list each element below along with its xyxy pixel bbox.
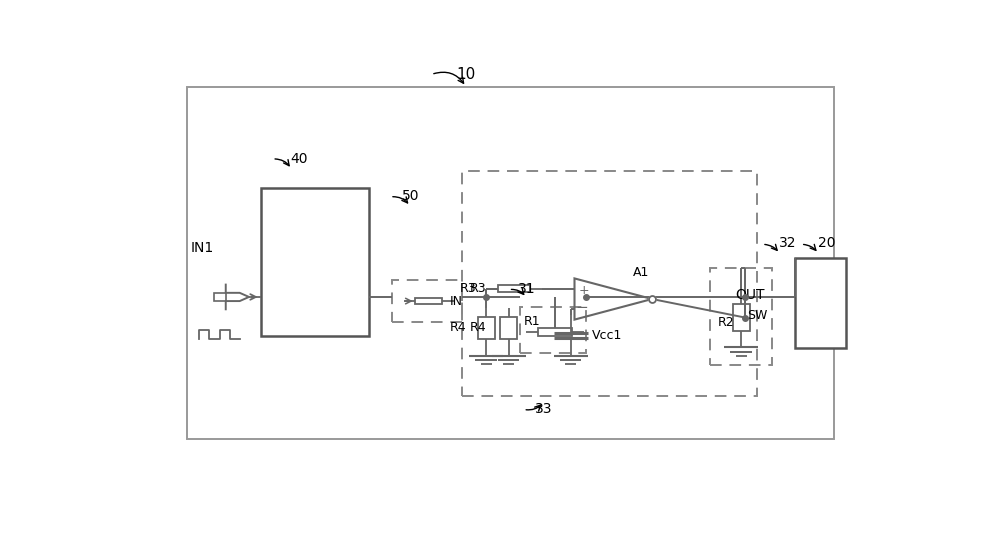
Text: R4: R4 <box>450 322 467 334</box>
Bar <box>187 87 834 439</box>
Text: SW: SW <box>747 309 768 322</box>
Bar <box>462 171 757 396</box>
Bar <box>498 285 530 293</box>
Text: OUT: OUT <box>736 288 765 302</box>
Text: R2: R2 <box>717 316 734 330</box>
Bar <box>710 268 772 365</box>
Bar <box>520 307 586 353</box>
Text: 31: 31 <box>518 282 535 296</box>
Text: Vcc1: Vcc1 <box>592 329 623 342</box>
Text: 10: 10 <box>456 67 476 82</box>
Text: −: − <box>576 300 589 315</box>
Bar <box>795 258 846 348</box>
Text: R1: R1 <box>524 315 540 328</box>
Bar <box>415 298 442 304</box>
Bar <box>500 317 517 339</box>
Text: 50: 50 <box>401 189 419 203</box>
Text: IN1: IN1 <box>191 241 214 255</box>
Text: IN: IN <box>449 295 462 308</box>
Bar <box>214 293 226 301</box>
Bar <box>261 188 369 336</box>
Bar <box>538 328 572 335</box>
Text: R3: R3 <box>470 282 486 295</box>
Bar <box>478 317 495 339</box>
Bar <box>392 280 462 322</box>
Text: +: + <box>578 284 589 297</box>
Text: 33: 33 <box>535 402 552 416</box>
Text: 40: 40 <box>291 152 308 166</box>
Text: 32: 32 <box>779 236 796 250</box>
Text: R4: R4 <box>470 322 486 334</box>
Text: 20: 20 <box>818 236 835 250</box>
Text: R3: R3 <box>459 282 476 295</box>
Bar <box>733 304 750 331</box>
Text: A1: A1 <box>633 266 649 279</box>
